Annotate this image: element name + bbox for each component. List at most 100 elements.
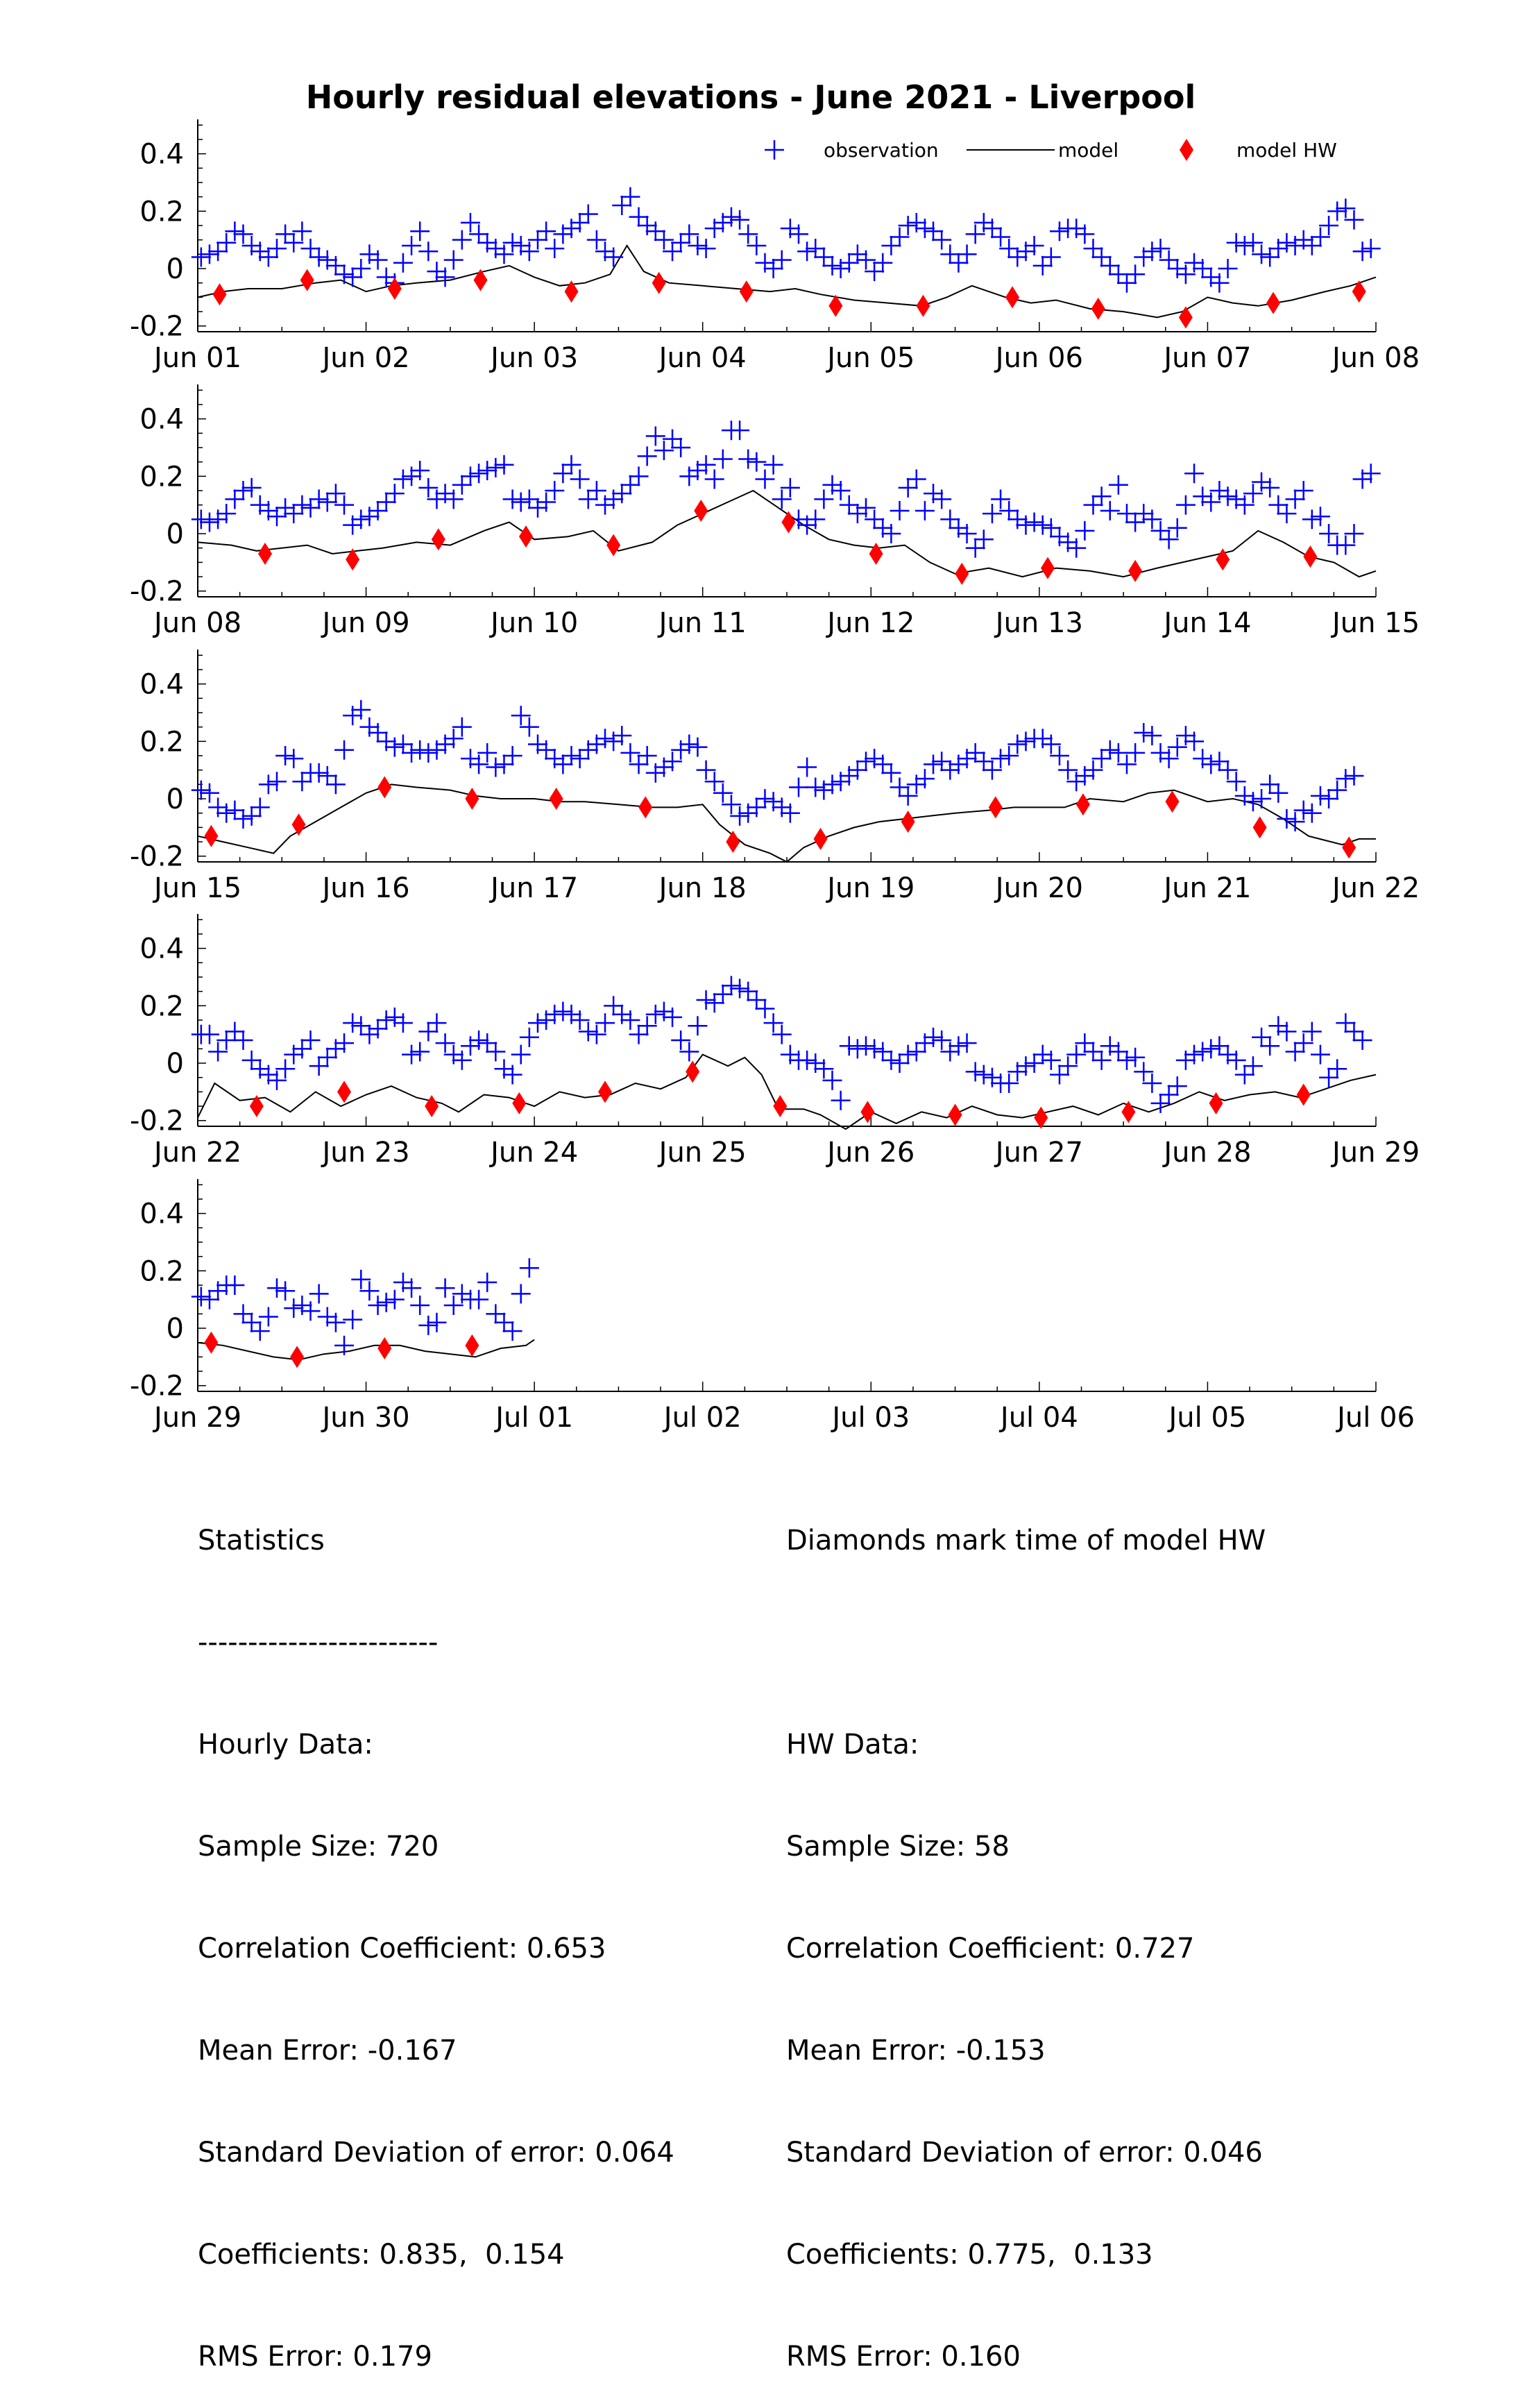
observation-point: [814, 780, 834, 800]
x-tick-label: Jun 04: [657, 342, 747, 374]
x-tick-label: Jun 12: [825, 607, 915, 639]
observation-point: [1007, 734, 1028, 754]
observation-point: [847, 1039, 867, 1059]
observation-point: [1234, 235, 1254, 255]
observation-point: [1159, 250, 1179, 270]
observation-point: [932, 489, 952, 509]
observation-point: [1108, 475, 1128, 495]
model-hw-point: [1075, 793, 1090, 816]
observation-point: [612, 196, 632, 216]
observation-point: [637, 216, 657, 235]
observation-point: [1150, 520, 1171, 541]
observation-point: [578, 489, 598, 509]
observation-point: [343, 706, 363, 726]
observation-point: [1193, 1042, 1213, 1062]
observation-point: [730, 421, 750, 441]
observation-point: [747, 797, 767, 817]
observation-point: [1134, 722, 1154, 743]
model-hw-point: [1352, 280, 1366, 303]
observation-point: [519, 241, 539, 262]
observation-point: [873, 518, 893, 538]
observation-point: [275, 1281, 296, 1301]
observation-point: [502, 1321, 522, 1341]
observation-point: [999, 746, 1019, 765]
observation-point: [410, 1042, 430, 1062]
observation-point: [418, 743, 439, 763]
observation-point: [1344, 524, 1364, 544]
observation-point: [1310, 227, 1330, 247]
observation-point: [292, 495, 312, 515]
x-tick-label: Jun 23: [321, 1137, 410, 1169]
x-tick-label: Jun 14: [1162, 607, 1251, 639]
observation-point: [368, 1295, 388, 1315]
y-tick-label: 0: [167, 1048, 184, 1080]
observation-point: [881, 524, 901, 544]
observation-point: [443, 729, 463, 749]
observation-point: [1243, 484, 1263, 504]
observation-point: [856, 752, 876, 772]
observation-point: [225, 221, 245, 241]
observation-point: [1302, 235, 1322, 255]
observation-point: [1024, 235, 1044, 255]
observation-point: [275, 498, 296, 518]
observation-point: [1201, 267, 1221, 287]
observation-point: [435, 267, 455, 287]
hw-note: Diamonds mark time of model HW: [786, 1525, 1266, 1557]
observation-point: [806, 509, 826, 529]
observation-point: [452, 475, 472, 495]
model-hw-point: [204, 1331, 219, 1354]
observation-point: [443, 250, 463, 270]
observation-point: [284, 504, 304, 524]
observation-point: [873, 253, 893, 273]
observation-point: [763, 259, 783, 279]
model-hw-point: [1165, 790, 1180, 813]
model-hw-point: [781, 511, 796, 534]
observation-point: [1352, 1030, 1372, 1050]
observation-point: [553, 224, 573, 244]
observation-point: [393, 734, 413, 754]
observation-point: [755, 253, 775, 273]
observation-point: [527, 498, 547, 518]
observation-point: [696, 990, 716, 1010]
observation-point: [831, 772, 851, 792]
model-series-line: [197, 1339, 535, 1361]
observation-point: [1091, 486, 1112, 507]
observation-point: [267, 772, 287, 792]
observation-point: [317, 1307, 337, 1327]
hw-correlation: Correlation Coefficient: 0.727: [786, 1933, 1195, 1965]
observation-point: [1319, 216, 1339, 235]
observation-point: [309, 1056, 329, 1076]
observation-point: [418, 477, 439, 498]
observation-point: [1201, 1039, 1221, 1059]
observation-point: [1218, 259, 1238, 279]
observation-point: [604, 996, 624, 1016]
x-tick-label: Jun 10: [488, 607, 578, 639]
observation-point: [343, 1309, 363, 1330]
observation-point: [1184, 731, 1205, 752]
observation-point: [334, 264, 355, 285]
observation-point: [898, 786, 918, 806]
observation-point: [536, 740, 556, 760]
model-hw-point: [1005, 286, 1020, 309]
model-hw-point: [512, 1092, 527, 1114]
observation-point: [376, 1292, 396, 1312]
observation-point: [949, 518, 969, 538]
model-hw-point: [1342, 836, 1356, 859]
observation-point: [1100, 500, 1120, 520]
y-tick-label: -0.2: [130, 311, 184, 343]
observation-point: [1226, 489, 1246, 509]
observation-point: [713, 449, 733, 469]
observation-point: [502, 1065, 522, 1085]
observation-point: [645, 763, 665, 783]
observation-point: [427, 1312, 447, 1332]
observation-point: [1319, 1067, 1339, 1087]
observation-point: [637, 746, 657, 765]
observation-point: [553, 754, 573, 774]
observation-point: [284, 232, 304, 253]
observation-point: [368, 1019, 388, 1039]
observation-point: [973, 752, 994, 772]
observation-point: [191, 247, 211, 267]
observation-point: [839, 765, 859, 786]
observation-point: [250, 1321, 270, 1341]
observation-point: [999, 1073, 1019, 1093]
